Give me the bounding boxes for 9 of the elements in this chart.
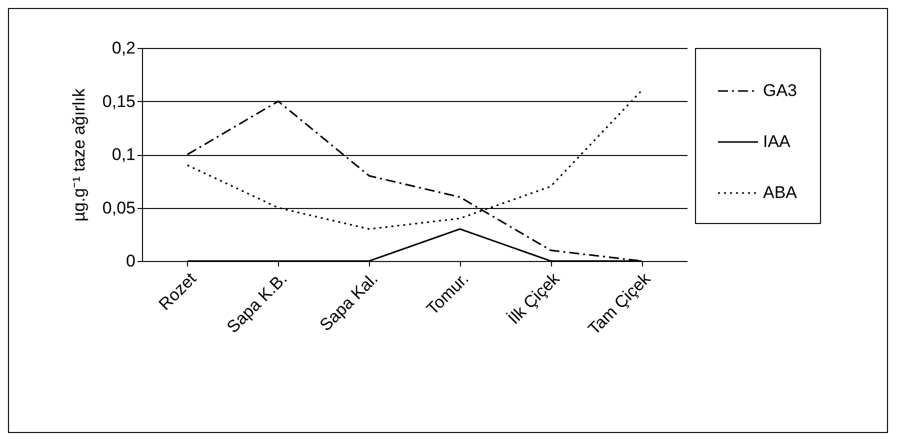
y-tick-label: 0,15	[102, 92, 136, 111]
y-tick-label: 0,05	[102, 198, 136, 218]
legend-label: GA3	[763, 81, 798, 100]
y-tick-label: 0,1	[112, 145, 136, 164]
y-tick-label: 0,2	[112, 38, 136, 58]
text: 0	[126, 252, 136, 270]
y-axis-title: µg.g⁻¹ taze ağırlık	[69, 88, 88, 222]
legend-label: IAA	[763, 132, 792, 151]
legend-label: ABA	[763, 183, 798, 202]
